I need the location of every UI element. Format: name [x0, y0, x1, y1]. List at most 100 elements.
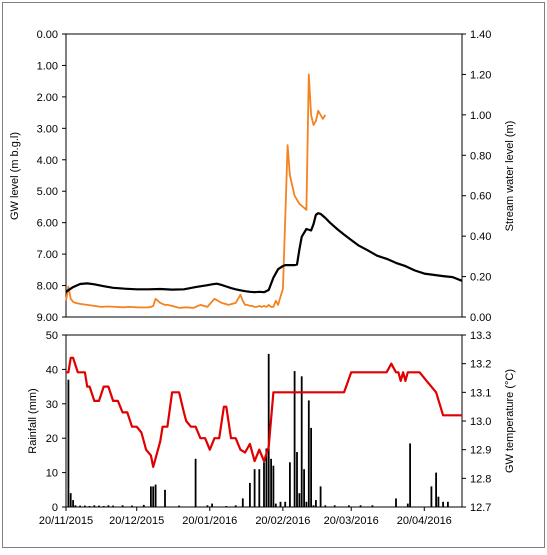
- rainfall-bar: [253, 469, 256, 507]
- rainfall-bar: [406, 503, 409, 507]
- rainfall-bar: [131, 505, 133, 507]
- rainfall-bar: [303, 469, 305, 507]
- rainfall-bar: [88, 506, 91, 507]
- rainfall-bar: [296, 452, 298, 507]
- rainfall-bar: [211, 503, 213, 507]
- rainfall-tick-label: 50: [46, 330, 58, 342]
- gw-level-tick-label: 6.00: [37, 218, 58, 230]
- rainfall-bar: [258, 469, 261, 507]
- stream-level-tick-label: 0.00: [470, 312, 491, 324]
- rainfall-bar: [315, 500, 317, 507]
- rainfall-bars: [67, 353, 449, 507]
- rainfall-bar: [435, 472, 437, 507]
- rainfall-tick-label: 0: [52, 502, 58, 514]
- rainfall-bar: [348, 505, 350, 507]
- rainfall-bar: [409, 443, 411, 507]
- date-tick-label: 20/01/2016: [182, 515, 237, 527]
- temperature-tick-label: 12.9: [470, 445, 491, 457]
- rainfall-bar: [333, 505, 336, 507]
- rainfall-bar: [194, 458, 197, 507]
- figure-border: [2, 2, 545, 548]
- gw-level-panel: 0.00 1.00 2.00 3.00 4.00 5.00 6.00 7.00 8.00 9.00…: [9, 29, 516, 324]
- rainfall-bar: [178, 505, 180, 507]
- rainfall-bar: [69, 493, 72, 507]
- rainfall-bar: [324, 505, 327, 507]
- rainfall-bar: [319, 486, 322, 507]
- rainfall-bar: [225, 506, 228, 507]
- date-axis: 20/11/2015 20/12/2015 20/01/2016 20/02/2016…: [39, 507, 452, 527]
- stream-level-tick-label: 0.60: [470, 191, 491, 203]
- rainfall-bar: [437, 496, 440, 507]
- rainfall-bar: [307, 400, 310, 507]
- gw-level-tick-label: 4.00: [37, 155, 58, 167]
- rainfall-bar: [293, 371, 296, 507]
- stream-level-axis-label: Stream water level (m): [504, 121, 516, 232]
- rainfall-bar: [72, 500, 74, 507]
- rainfall-bar: [430, 486, 433, 507]
- gw-temperature-line: [66, 356, 462, 468]
- rainfall-bar: [300, 376, 303, 507]
- stream-level-tick-label: 0.40: [470, 231, 491, 243]
- rainfall-bar: [107, 505, 110, 507]
- top-series-group: [65, 73, 463, 309]
- stream-level-tick-label: 0.80: [470, 150, 491, 162]
- stream-level-tick-label: 1.20: [470, 69, 491, 81]
- rainfall-axis: 0 10 20 30 40 50: [46, 330, 66, 514]
- rainfall-bar: [270, 458, 272, 507]
- temperature-tick-label: 13.2: [470, 359, 491, 371]
- gw-level-axis-label: GW level (m b.g.l): [9, 132, 21, 220]
- rainfall-axis-label: Rainfall (mm): [27, 388, 39, 453]
- rainfall-bar: [142, 504, 145, 507]
- rainfall-bar: [154, 484, 157, 507]
- rainfall-bar: [359, 505, 362, 507]
- temperature-axis-label: GW temperature (°C): [504, 369, 516, 473]
- date-tick-label: 20/11/2015: [39, 515, 93, 527]
- rainfall-bar: [112, 505, 114, 507]
- stream-level-line: [65, 73, 327, 309]
- rainfall-bar: [150, 486, 152, 507]
- gw-level-tick-label: 1.00: [37, 60, 58, 72]
- rainfall-bar: [442, 501, 444, 507]
- gw-level-tick-label: 5.00: [37, 186, 58, 198]
- rainfall-bar: [234, 505, 237, 507]
- rainfall-bar: [241, 498, 244, 507]
- rainfall-tick-label: 10: [46, 468, 58, 480]
- temperature-tick-label: 13.1: [470, 387, 491, 399]
- rainfall-bar: [289, 462, 291, 507]
- temperature-axis: 12.7 12.8 12.9 13.0 13.1 13.2 13.3: [462, 330, 491, 514]
- rainfall-bar: [249, 482, 251, 507]
- rainfall-bar: [279, 501, 282, 507]
- rainfall-temperature-panel: 0 10 20 30 40 50 12.7 12.8 12.9 13.0 13.1 13.2 13.3…: [27, 330, 516, 527]
- date-tick-label: 20/03/2016: [324, 515, 379, 527]
- rainfall-bar: [79, 505, 81, 507]
- date-tick-label: 20/12/2015: [109, 515, 164, 527]
- gw-level-axis: 0.00 1.00 2.00 3.00 4.00 5.00 6.00 7.00 8.00 9.00: [37, 29, 66, 324]
- gw-level-tick-label: 2.00: [37, 92, 58, 104]
- stream-level-tick-label: 1.00: [470, 110, 491, 122]
- rainfall-bar: [310, 427, 312, 507]
- rainfall-bar: [265, 448, 268, 507]
- rainfall-bar: [272, 465, 275, 507]
- rainfall-bar: [298, 493, 301, 507]
- rainfall-bar: [93, 505, 96, 507]
- gw-level-tick-label: 7.00: [37, 249, 58, 261]
- rainfall-tick-label: 40: [46, 364, 58, 376]
- rainfall-bar: [206, 505, 209, 507]
- stream-level-tick-label: 0.20: [470, 272, 491, 284]
- date-tick-label: 20/02/2016: [255, 515, 310, 527]
- rainfall-bar: [263, 462, 265, 507]
- rainfall-bar: [305, 501, 308, 507]
- rainfall-bar: [284, 501, 287, 507]
- rainfall-bar: [102, 506, 105, 507]
- rainfall-bar: [371, 505, 374, 507]
- stream-level-axis: 0.00 0.20 0.40 0.60 0.80 1.00 1.20 1.40: [462, 29, 491, 324]
- rainfall-bar: [312, 505, 315, 507]
- rainfall-bar: [98, 505, 100, 507]
- rainfall-bar: [395, 498, 397, 507]
- rainfall-tick-label: 30: [46, 399, 58, 411]
- temperature-series-group: [66, 356, 462, 468]
- gw-level-tick-label: 3.00: [37, 123, 58, 135]
- gw-level-line: [65, 212, 463, 294]
- rainfall-bar: [164, 489, 166, 507]
